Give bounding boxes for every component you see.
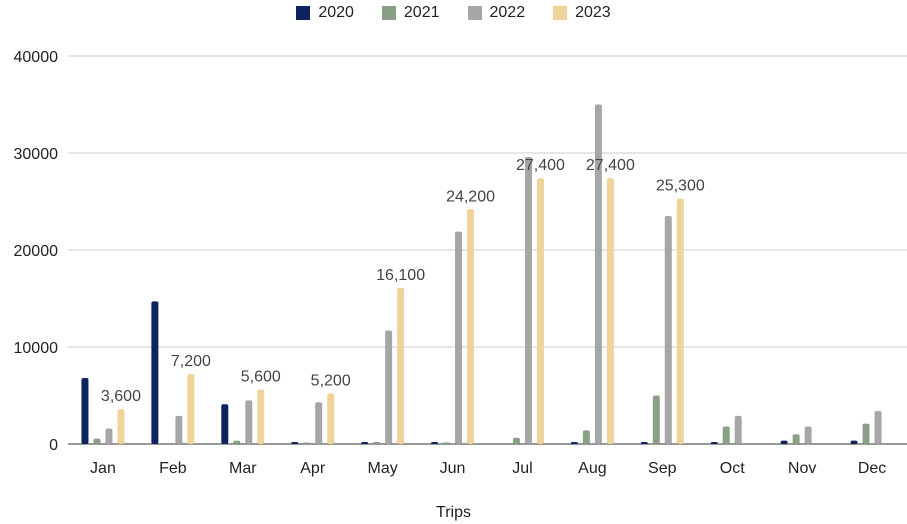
legend-swatch <box>553 6 568 20</box>
x-axis-title: Trips <box>436 504 471 521</box>
data-label: 7,200 <box>171 353 211 370</box>
legend-item-2023: 2023 <box>553 4 611 22</box>
bar-2023-Sep <box>676 198 684 444</box>
legend-item-2020: 2020 <box>296 4 354 22</box>
y-tick-labels: 0 10000 20000 30000 40000 <box>14 49 59 454</box>
bar-2023-Jun <box>467 209 475 444</box>
legend-label: 2020 <box>318 4 354 21</box>
bar-2020-Apr <box>291 442 299 444</box>
legend-label: 2022 <box>489 4 526 21</box>
x-tick-label: May <box>368 460 398 477</box>
data-label: 16,100 <box>376 267 425 284</box>
bar-2020-Nov <box>780 440 788 444</box>
x-tick-label: Oct <box>720 460 745 477</box>
data-label: 5,600 <box>241 369 281 386</box>
bar-2022-Mar <box>245 400 253 444</box>
x-tick-label: Nov <box>788 460 816 477</box>
x-tick-label: Jan <box>90 460 116 477</box>
bar-2021-Mar <box>233 440 241 444</box>
legend-item-2022: 2022 <box>467 4 526 22</box>
y-tick-label: 20000 <box>14 243 59 260</box>
bar-2021-Jul <box>512 437 520 444</box>
bar-2022-Feb <box>175 415 183 444</box>
bar-2023-Aug <box>606 178 614 444</box>
bar-2022-Oct <box>734 415 742 444</box>
bar-2022-Nov <box>804 426 812 444</box>
bar-2020-Oct <box>710 442 718 444</box>
bar-2022-Apr <box>315 402 323 444</box>
bar-2023-Mar <box>257 389 265 444</box>
bar-2020-Sep <box>640 442 648 444</box>
data-label: 24,200 <box>446 188 495 205</box>
x-tick-label: Mar <box>229 460 257 477</box>
bars <box>81 104 882 444</box>
bar-2021-Oct <box>722 426 730 444</box>
legend: 2020 2021 2022 2023 <box>0 4 907 22</box>
bar-2021-May <box>373 442 381 444</box>
bar-2022-Sep <box>664 216 672 444</box>
bar-2023-Apr <box>327 393 335 444</box>
bar-2022-Aug <box>594 104 602 444</box>
bar-2021-Jun <box>443 442 451 444</box>
legend-swatch <box>467 6 482 20</box>
bar-2020-Aug <box>570 442 578 444</box>
data-label: 5,200 <box>311 373 351 390</box>
bar-2022-Jan <box>105 428 113 444</box>
bar-2022-Dec <box>874 411 882 444</box>
bar-2023-Feb <box>187 374 195 444</box>
x-tick-label: Apr <box>300 460 326 477</box>
y-tick-label: 0 <box>49 437 58 454</box>
x-tick-label: Jul <box>512 460 532 477</box>
x-tick-label: Aug <box>578 460 606 477</box>
y-tick-label: 10000 <box>14 340 59 357</box>
data-labels: 3,600 7,200 5,600 5,200 16,100 24,200 27,400 27… <box>101 157 705 405</box>
legend-swatch <box>296 6 311 20</box>
x-tick-label: Dec <box>858 460 886 477</box>
bar-2021-Aug <box>582 430 590 444</box>
bar-2020-Jun <box>431 442 439 444</box>
bar-2023-Jul <box>536 178 544 444</box>
legend-swatch <box>381 6 396 20</box>
x-tick-label: Jun <box>440 460 466 477</box>
x-tick-label: Feb <box>159 460 187 477</box>
bar-2021-Sep <box>652 395 660 444</box>
bar-2023-Jan <box>117 409 125 444</box>
bar-2022-May <box>385 330 393 444</box>
x-tick-labels: Jan Feb Mar Apr May Jun Jul Aug Sep Oct Nov Dec <box>90 460 886 477</box>
legend-item-2021: 2021 <box>381 4 440 22</box>
bar-2020-Dec <box>850 440 858 444</box>
data-label: 25,300 <box>656 178 705 195</box>
gridlines <box>68 55 907 445</box>
bar-2020-May <box>361 442 369 444</box>
y-tick-label: 30000 <box>14 146 59 163</box>
bar-2022-Jul <box>524 156 532 444</box>
bar-2020-Feb <box>151 301 159 444</box>
bar-2022-Jun <box>455 231 463 444</box>
bar-2023-May <box>397 287 405 444</box>
data-label: 27,400 <box>586 157 635 174</box>
bar-2021-Nov <box>792 434 800 444</box>
data-label: 3,600 <box>101 388 141 405</box>
bar-2021-Jan <box>93 438 101 444</box>
legend-label: 2021 <box>403 4 440 21</box>
bar-2020-Jan <box>81 378 89 444</box>
bar-2020-Mar <box>221 404 229 444</box>
y-tick-label: 40000 <box>14 49 59 66</box>
bar-2021-Apr <box>303 442 311 444</box>
x-tick-label: Sep <box>648 460 677 477</box>
data-label: 27,400 <box>516 157 565 174</box>
legend-label: 2023 <box>575 4 611 21</box>
bar-2021-Dec <box>862 423 870 444</box>
